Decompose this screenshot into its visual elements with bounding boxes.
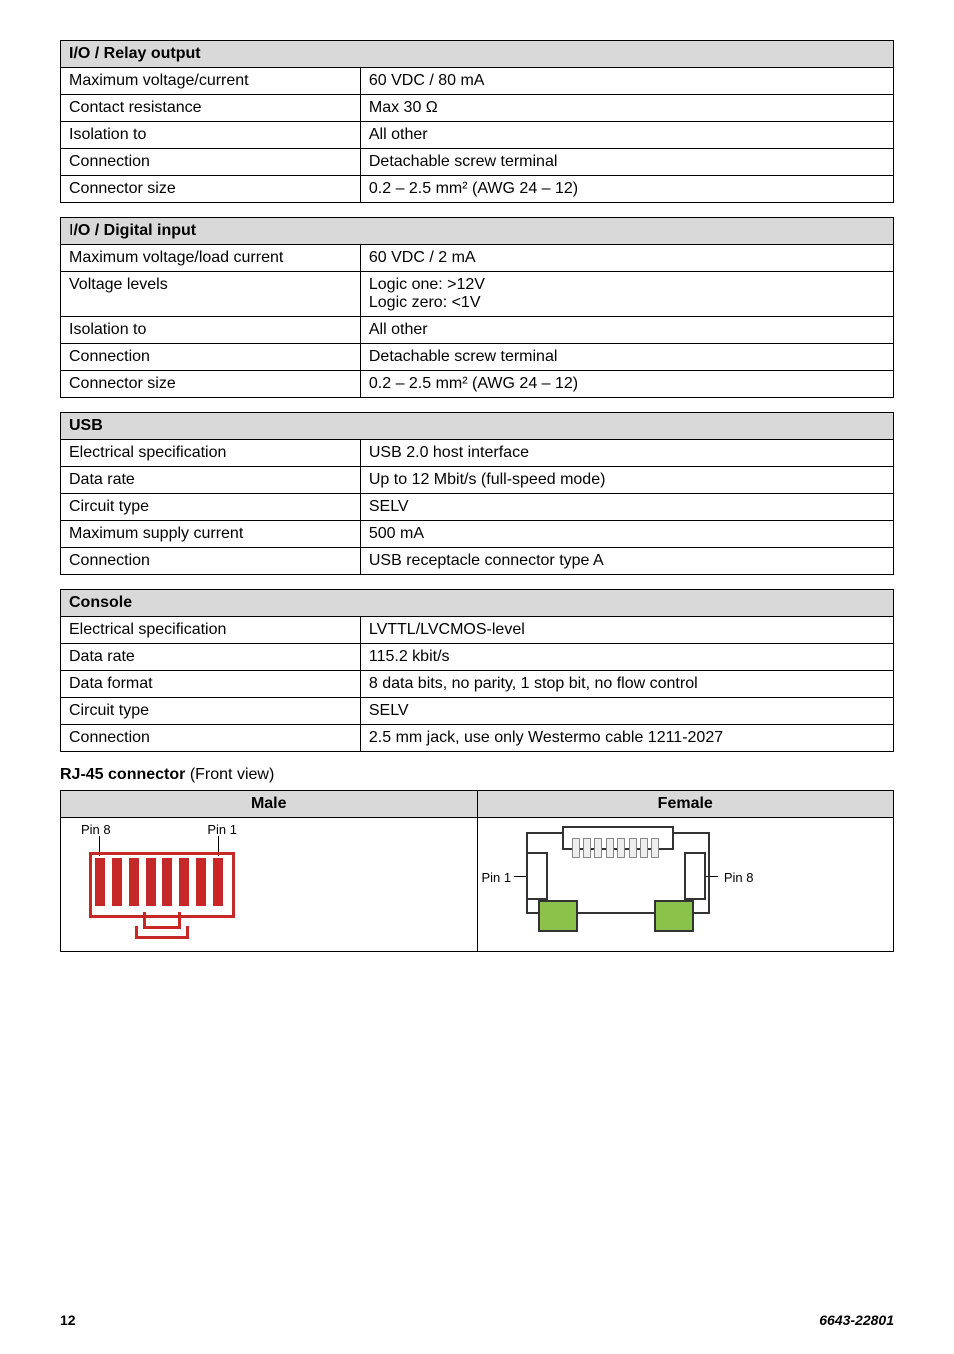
spec-label: Maximum voltage/load current [61, 245, 361, 272]
spec-value: 8 data bits, no parity, 1 stop bit, no f… [360, 671, 893, 698]
spec-label: Maximum voltage/current [61, 68, 361, 95]
rj45-female-cell: Pin 1 Pin 8 [477, 818, 894, 952]
table-row: Connection USB receptacle connector type… [61, 548, 894, 575]
table-row: Isolation to All other [61, 122, 894, 149]
table-row: Connection Detachable screw terminal [61, 344, 894, 371]
table-row: Isolation to All other [61, 317, 894, 344]
rj45-male-cell: Pin 8 Pin 1 [61, 818, 478, 952]
header-rest: /O / Digital input [73, 222, 196, 239]
spec-label: Electrical specification [61, 617, 361, 644]
spec-value: Detachable screw terminal [360, 149, 893, 176]
table-row: Electrical specification USB 2.0 host in… [61, 440, 894, 467]
rj45-title-bold: RJ-45 connector [60, 766, 185, 783]
spec-value: All other [360, 122, 893, 149]
spec-label: Data rate [61, 644, 361, 671]
table-row: Data rate Up to 12 Mbit/s (full-speed mo… [61, 467, 894, 494]
table-row: Contact resistance Max 30 Ω [61, 95, 894, 122]
spec-value: Max 30 Ω [360, 95, 893, 122]
spec-value: Detachable screw terminal [360, 344, 893, 371]
table-row: Circuit type SELV [61, 494, 894, 521]
table-row: Connection Detachable screw terminal [61, 149, 894, 176]
table-row: Data rate 115.2 kbit/s [61, 644, 894, 671]
pin8-label: Pin 8 [81, 822, 111, 837]
table-console: Console Electrical specification LVTTL/L… [60, 589, 894, 752]
table-row: Connector size 0.2 – 2.5 mm² (AWG 24 – 1… [61, 371, 894, 398]
spec-label: Connection [61, 725, 361, 752]
spec-label: Isolation to [61, 122, 361, 149]
rj45-male-icon: Pin 8 Pin 1 [69, 822, 249, 942]
table-header: USB [61, 413, 894, 440]
spec-value: 500 mA [360, 521, 893, 548]
spec-value: 60 VDC / 2 mA [360, 245, 893, 272]
table-row: Circuit type SELV [61, 698, 894, 725]
spec-label: Electrical specification [61, 440, 361, 467]
table-header: I/O / Digital input [61, 218, 894, 245]
spec-value: USB 2.0 host interface [360, 440, 893, 467]
table-row: Connection 2.5 mm jack, use only Westerm… [61, 725, 894, 752]
spec-label: Circuit type [61, 698, 361, 725]
rj45-female-header: Female [477, 791, 894, 818]
spec-label: Connection [61, 548, 361, 575]
spec-label: Connector size [61, 371, 361, 398]
spec-label: Isolation to [61, 317, 361, 344]
rj45-male-header: Male [61, 791, 478, 818]
table-row: Connector size 0.2 – 2.5 mm² (AWG 24 – 1… [61, 176, 894, 203]
table-row: Voltage levels Logic one: >12V Logic zer… [61, 272, 894, 317]
table-row: Electrical specification LVTTL/LVCMOS-le… [61, 617, 894, 644]
spec-label: Data format [61, 671, 361, 698]
spec-label: Connector size [61, 176, 361, 203]
table-relay-output: I/O / Relay output Maximum voltage/curre… [60, 40, 894, 203]
spec-label: Maximum supply current [61, 521, 361, 548]
rj45-female-icon: Pin 1 Pin 8 [486, 822, 746, 932]
spec-label: Connection [61, 344, 361, 371]
table-row: Maximum voltage/current 60 VDC / 80 mA [61, 68, 894, 95]
page-number: 12 [60, 1312, 76, 1328]
pin1-label: Pin 1 [207, 822, 237, 837]
table-header: I/O / Relay output [61, 41, 894, 68]
page-footer: 12 6643-22801 [60, 1312, 894, 1328]
spec-value: 60 VDC / 80 mA [360, 68, 893, 95]
rj45-title: RJ-45 connector (Front view) [60, 766, 894, 784]
doc-number: 6643-22801 [819, 1312, 894, 1328]
spec-label: Connection [61, 149, 361, 176]
table-row: Maximum voltage/load current 60 VDC / 2 … [61, 245, 894, 272]
spec-value: 115.2 kbit/s [360, 644, 893, 671]
spec-value: SELV [360, 698, 893, 725]
spec-value: Up to 12 Mbit/s (full-speed mode) [360, 467, 893, 494]
spec-label: Contact resistance [61, 95, 361, 122]
spec-value: 0.2 – 2.5 mm² (AWG 24 – 12) [360, 371, 893, 398]
spec-value: SELV [360, 494, 893, 521]
spec-label: Circuit type [61, 494, 361, 521]
table-row: Data format 8 data bits, no parity, 1 st… [61, 671, 894, 698]
table-digital-input: I/O / Digital input Maximum voltage/load… [60, 217, 894, 398]
spec-label: Data rate [61, 467, 361, 494]
table-row: Maximum supply current 500 mA [61, 521, 894, 548]
rj45-title-rest: (Front view) [185, 766, 274, 783]
spec-value: Logic one: >12V Logic zero: <1V [360, 272, 893, 317]
spec-value: All other [360, 317, 893, 344]
pin8-label: Pin 8 [724, 870, 754, 885]
spec-value: USB receptacle connector type A [360, 548, 893, 575]
pin1-label: Pin 1 [482, 870, 512, 885]
table-rj45: Male Female Pin 8 Pin 1 [60, 790, 894, 952]
spec-value: 0.2 – 2.5 mm² (AWG 24 – 12) [360, 176, 893, 203]
table-usb: USB Electrical specification USB 2.0 hos… [60, 412, 894, 575]
table-header: Console [61, 590, 894, 617]
spec-label: Voltage levels [61, 272, 361, 317]
spec-value: 2.5 mm jack, use only Westermo cable 121… [360, 725, 893, 752]
spec-value: LVTTL/LVCMOS-level [360, 617, 893, 644]
